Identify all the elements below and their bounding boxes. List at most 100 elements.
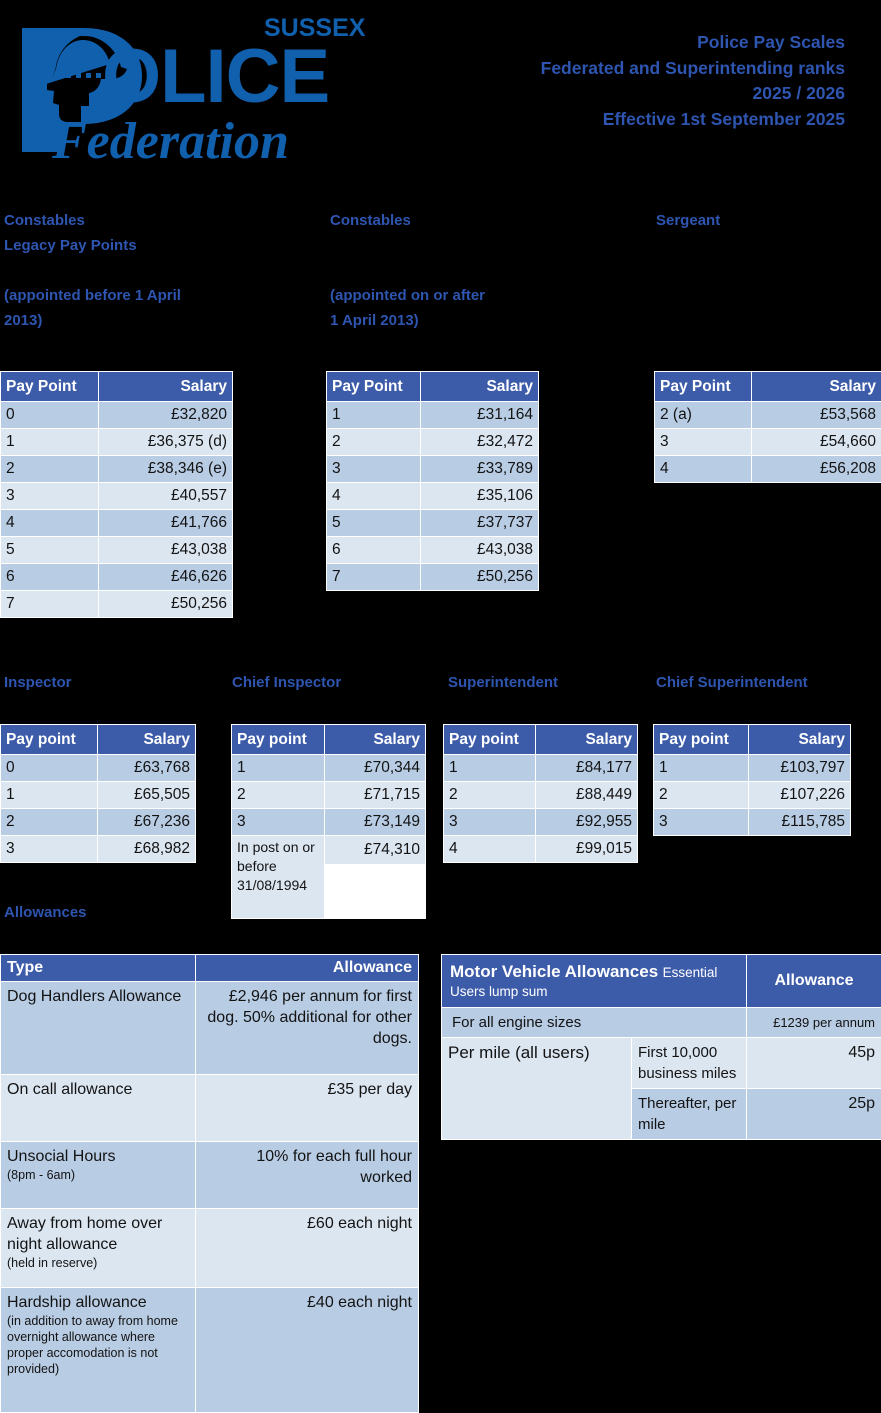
allowance-row: On call allowance£35 per day [1, 1075, 419, 1142]
mileage-band: First 10,000 business miles [632, 1038, 747, 1089]
cell-pay-point: 1 [444, 755, 536, 782]
cell-pay-point: 3 [1, 836, 98, 863]
col-header-pay-point: Pay point [444, 725, 536, 755]
col-header-salary: Salary [536, 725, 638, 755]
cell-salary: £73,149 [325, 809, 426, 836]
col-header-salary: Salary [752, 372, 881, 402]
col-header-pay-point: Pay Point [655, 372, 752, 402]
table-row: 5£37,737 [327, 510, 539, 537]
allowance-row: Away from home over night allowance(held… [1, 1209, 419, 1288]
col-header-salary: Salary [98, 725, 196, 755]
motor-title-cell: Motor Vehicle Allowances Essential Users… [442, 955, 747, 1008]
table-allowances: Type Allowance Dog Handlers Allowance£2,… [0, 954, 419, 1413]
cell-salary: £74,310 [325, 836, 426, 865]
allowance-type-note: (8pm - 6am) [7, 1167, 189, 1183]
col-header-pay-point: Pay point [1, 725, 98, 755]
table-row: 2£107,226 [654, 782, 851, 809]
cell-salary: £32,472 [421, 429, 539, 456]
table-body: Dog Handlers Allowance £2,946 per annum f… [1, 982, 419, 1413]
cell-pay-point: 4 [327, 483, 421, 510]
cell-pay-point: 3 [1, 483, 99, 510]
cell-salary: £36,375 (d) [99, 429, 233, 456]
allowance-type-note: (in addition to away from home overnight… [7, 1313, 189, 1377]
table-row: In post on or before 31/08/1994£74,310 [232, 836, 426, 865]
mileage-band: Thereafter, per mile [632, 1089, 747, 1140]
table-row: 7£50,256 [327, 564, 539, 591]
allowance-type-label: Hardship allowance [7, 1294, 147, 1311]
allowance-value: £2,946 per annum for first dog. 50% addi… [196, 982, 419, 1075]
table-row: 2£71,715 [232, 782, 426, 809]
cell-pay-point: 1 [1, 429, 99, 456]
col-header-pay-point: Pay point [654, 725, 749, 755]
cell-pay-point: 2 [1, 456, 99, 483]
heading-inspector: Inspector [4, 670, 224, 695]
cell-salary: £40,557 [99, 483, 233, 510]
heading-constables-legacy: Constables Legacy Pay Points (appointed … [4, 208, 304, 333]
table-row: 3£92,955 [444, 809, 638, 836]
cell-pay-point: 3 [444, 809, 536, 836]
document-title-block: Police Pay Scales Federated and Superint… [541, 30, 845, 132]
table-row: 5£43,038 [1, 537, 233, 564]
cell-salary: £43,038 [99, 537, 233, 564]
allowance-type: Dog Handlers Allowance [1, 982, 196, 1075]
table-row: 3£115,785 [654, 809, 851, 836]
cell-salary: £53,568 [752, 402, 881, 429]
table-row: 2£38,346 (e) [1, 456, 233, 483]
col-header-salary: Salary [99, 372, 233, 402]
title-line-4: Effective 1st September 2025 [541, 107, 845, 133]
table-row: 1£36,375 (d) [1, 429, 233, 456]
allowance-type-label: Unsocial Hours [7, 1148, 115, 1165]
cell-salary: £70,344 [325, 755, 426, 782]
engine-size-label: For all engine sizes [442, 1008, 747, 1038]
motor-header-row: Motor Vehicle Allowances Essential Users… [442, 955, 881, 1008]
col-header-salary: Salary [325, 725, 426, 755]
cell-salary: £46,626 [99, 564, 233, 591]
cell-pay-point: 0 [1, 755, 98, 782]
cell-pay-point: 5 [327, 510, 421, 537]
cell-salary: £103,797 [749, 755, 851, 782]
col-header-salary: Salary [421, 372, 539, 402]
cell-salary: £71,715 [325, 782, 426, 809]
cell-salary: £92,955 [536, 809, 638, 836]
cell-pay-point: 0 [1, 402, 99, 429]
cell-pay-point: 3 [654, 809, 749, 836]
table-row: 4£99,015 [444, 836, 638, 863]
table-row: 1£103,797 [654, 755, 851, 782]
cell-pay-point: 7 [327, 564, 421, 591]
cell-salary: £56,208 [752, 456, 881, 483]
allowance-type-label: Dog Handlers Allowance [7, 988, 181, 1005]
allowance-value: £35 per day [196, 1075, 419, 1142]
allowance-value: £40 each night [196, 1288, 419, 1413]
allowance-row: Hardship allowance (in addition to away f… [1, 1288, 419, 1413]
cell-pay-point: 1 [654, 755, 749, 782]
cell-pay-point: 3 [232, 809, 325, 836]
table-row: 4£35,106 [327, 483, 539, 510]
heading-sergeant: Sergeant [656, 208, 881, 233]
heading-chief-superintendent: Chief Superintendent [656, 670, 881, 695]
cell-salary: £38,346 (e) [99, 456, 233, 483]
title-line-1: Police Pay Scales [541, 30, 845, 56]
table-row: 3£33,789 [327, 456, 539, 483]
title-line-2: Federated and Superintending ranks [541, 56, 845, 82]
allowance-row: Unsocial Hours(8pm - 6am)10% for each fu… [1, 1142, 419, 1209]
table-row: 3£73,149 [232, 809, 426, 836]
table-row: 1£84,177 [444, 755, 638, 782]
cell-salary: £32,820 [99, 402, 233, 429]
cell-pay-point: 2 (a) [655, 402, 752, 429]
col-header-pay-point: Pay Point [327, 372, 421, 402]
table-row: 2£32,472 [327, 429, 539, 456]
cell-pay-point: 1 [327, 402, 421, 429]
cell-empty [325, 865, 426, 919]
cell-salary: £115,785 [749, 809, 851, 836]
cell-salary: £33,789 [421, 456, 539, 483]
table-row: 0£32,820 [1, 402, 233, 429]
cell-pay-point: 2 [1, 809, 98, 836]
motor-mileage-row-1: Per mile (all users) First 10,000 busine… [442, 1038, 881, 1089]
